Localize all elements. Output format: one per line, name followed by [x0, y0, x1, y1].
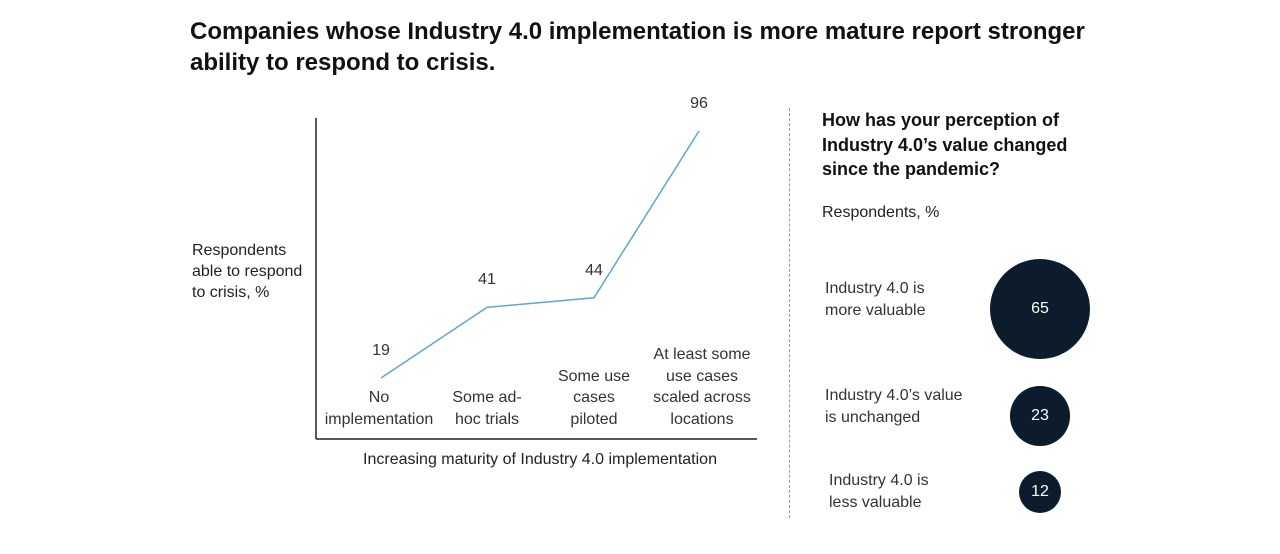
series-line: [380, 130, 700, 379]
category-label: Some use cases piloted: [557, 367, 631, 428]
data-label: 41: [478, 271, 496, 289]
panel-divider: [789, 108, 790, 518]
bubble-value: 23: [1031, 406, 1049, 424]
survey-question: How has your perception of Industry 4.0’…: [822, 110, 1068, 179]
bubble-value: 12: [1031, 482, 1049, 500]
line-chart: [315, 118, 757, 440]
survey-subtitle: Respondents, %: [822, 204, 940, 221]
x-axis-label: Increasing maturity of Industry 4.0 impl…: [363, 451, 717, 468]
bubble: 12: [1018, 470, 1062, 514]
bubble-value: 65: [1031, 300, 1049, 317]
chart-title: Companies whose Industry 4.0 implementat…: [190, 18, 1085, 76]
bubble-label: Industry 4.0 is less valuable: [829, 472, 929, 511]
bubble-label: Industry 4.0’s value is unchanged: [825, 387, 963, 426]
data-label: 44: [585, 261, 603, 279]
data-label: 19: [372, 342, 390, 359]
category-label: Some ad- hoc trials: [452, 389, 522, 428]
category-label: At least some use cases scaled across lo…: [653, 346, 751, 428]
category-label: No implementation: [324, 389, 434, 428]
bubble-label: Industry 4.0 is more valuable: [825, 280, 926, 319]
y-axis-label: Respondents able to respond to crisis, %: [192, 242, 303, 301]
bubble: 23: [1010, 386, 1070, 446]
bubble: 65: [990, 259, 1090, 359]
data-label: 96: [690, 95, 708, 112]
